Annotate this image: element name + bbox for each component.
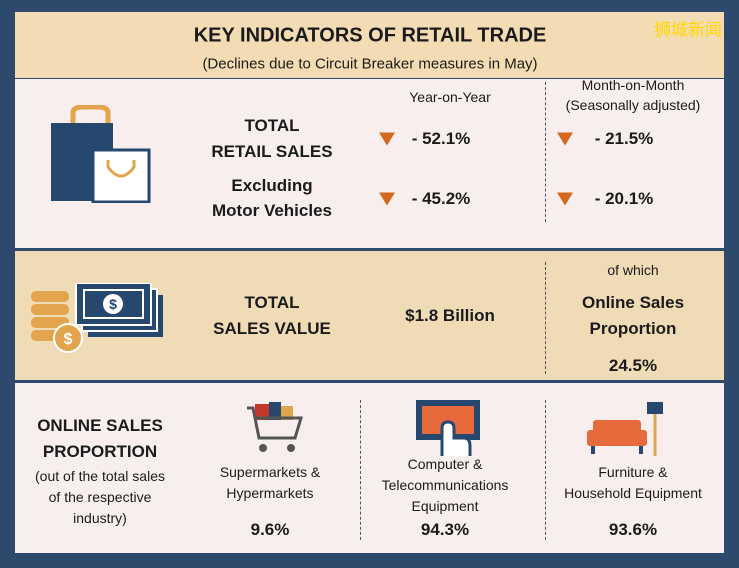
online-label: Proportion — [589, 319, 677, 338]
divider — [545, 262, 546, 374]
svg-text:$: $ — [64, 331, 73, 348]
item-label: Hypermarkets — [226, 485, 314, 501]
sofa-icon — [587, 402, 663, 456]
title: KEY INDICATORS OF RETAIL TRADE — [193, 24, 547, 47]
down-arrow — [379, 192, 395, 206]
item-label: Telecommunications — [381, 477, 509, 493]
mom-value: - 21.5% — [594, 129, 654, 148]
yoy-value: - 45.2% — [411, 189, 471, 208]
row-label: Excluding — [231, 176, 313, 195]
yoy-value: - 52.1% — [411, 129, 471, 148]
item-label: Household Equipment — [564, 485, 702, 501]
divider — [545, 400, 546, 540]
item-value: 94.3% — [420, 520, 470, 539]
sales-value: $1.8 Billion — [405, 306, 495, 325]
item-label: Supermarkets & — [219, 464, 321, 480]
item-value: 9.6% — [250, 520, 290, 539]
mom-value: - 20.1% — [594, 189, 654, 208]
section-title: PROPORTION — [42, 442, 158, 461]
item-value: 93.6% — [608, 520, 658, 539]
subtitle: (Declines due to Circuit Breaker measure… — [202, 55, 538, 73]
of-which: of which — [607, 262, 659, 278]
tablet-icon — [416, 400, 480, 456]
divider — [545, 82, 546, 222]
note: industry) — [73, 510, 127, 526]
col-header: (Seasonally adjusted) — [565, 97, 701, 113]
watermark: 狮城新闻 — [654, 20, 722, 40]
down-arrow — [557, 192, 573, 206]
row-label: TOTAL — [244, 116, 300, 135]
online-band — [15, 383, 724, 553]
col-header: Month-on-Month — [581, 77, 685, 93]
note: (out of the total sales — [35, 468, 165, 484]
online-value: 24.5% — [608, 356, 658, 375]
money-icon: $ $ — [31, 283, 163, 353]
col-header: Year-on-Year — [409, 89, 491, 105]
item-label: Furniture & — [598, 464, 668, 480]
divider — [360, 400, 361, 540]
section-title: ONLINE SALES — [37, 416, 163, 435]
note: of the respective — [48, 489, 152, 505]
down-arrow — [557, 132, 573, 146]
row-label: SALES VALUE — [213, 319, 331, 338]
row-label: Motor Vehicles — [212, 201, 332, 220]
row-label: RETAIL SALES — [211, 142, 333, 161]
row-label: TOTAL — [244, 293, 300, 312]
down-arrow — [379, 132, 395, 146]
header-band — [15, 12, 724, 78]
bag-icon — [51, 105, 151, 203]
cart-icon — [247, 402, 304, 452]
item-label: Equipment — [411, 498, 479, 514]
online-label: Online Sales — [581, 293, 685, 312]
item-label: Computer & — [407, 456, 483, 472]
svg-text:$: $ — [109, 296, 117, 312]
